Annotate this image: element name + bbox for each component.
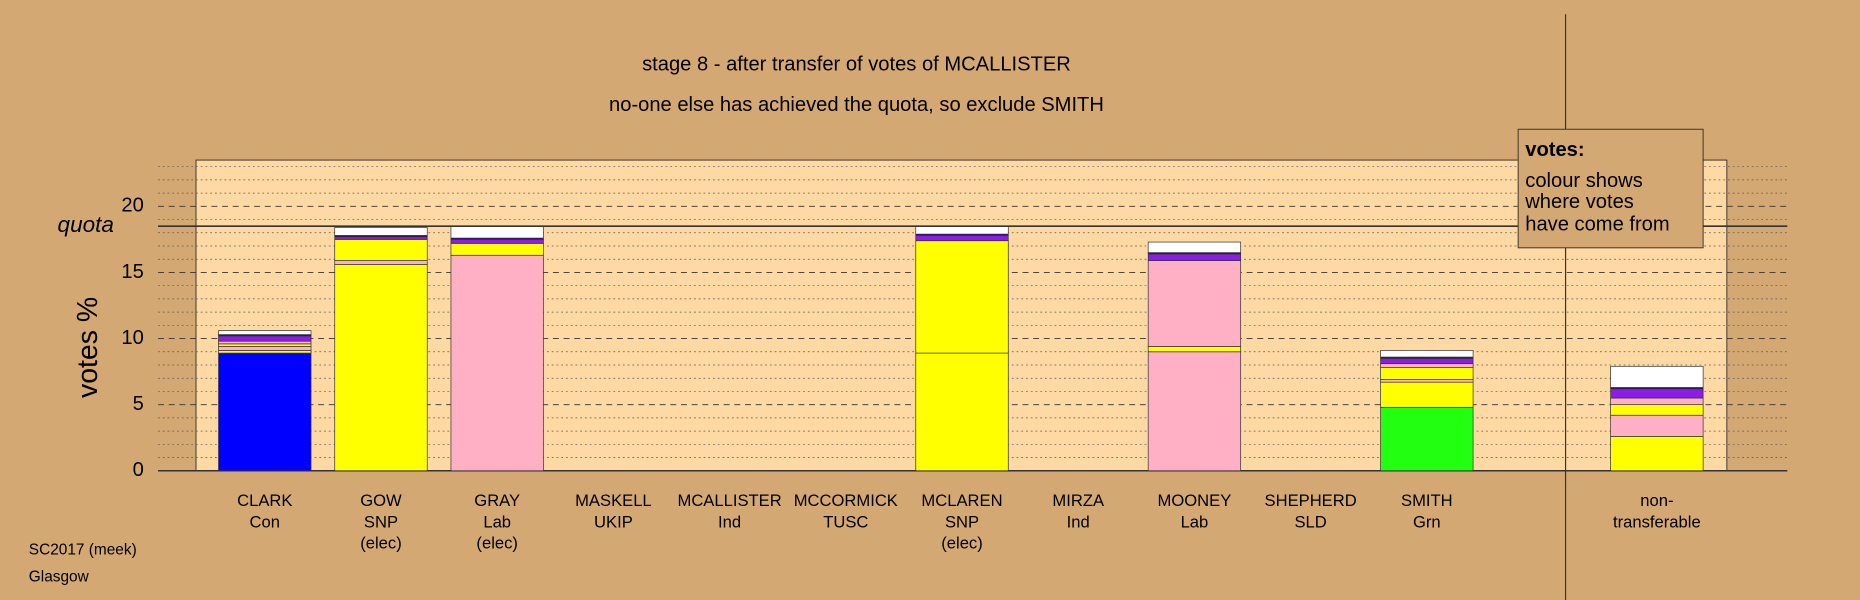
- legend-line: have come from: [1525, 214, 1669, 236]
- bar-segment: [1380, 367, 1474, 380]
- bar-segment: [1380, 358, 1474, 365]
- x-tick-label: MCCORMICK: [794, 491, 898, 510]
- bar-segment: [1147, 260, 1242, 347]
- x-tick-label: TUSC: [823, 512, 868, 531]
- x-tick-label: transferable: [1613, 512, 1701, 531]
- bar-segment: [450, 239, 544, 244]
- x-tick-label: SHEPHERD: [1265, 491, 1357, 510]
- bar-segment: [915, 225, 1009, 235]
- bar-segment: [218, 335, 312, 342]
- bar-segment: [1147, 253, 1242, 261]
- x-tick-label: SNP: [945, 512, 979, 531]
- plot: 0 5 10 15 20 CLARK Con GOW SNP (elec) GRAY Lab (elec…: [58, 166, 1788, 553]
- y-tick-label: 0: [133, 459, 144, 481]
- x-tick-label: GOW: [360, 491, 402, 510]
- bar-segment: [1610, 404, 1704, 416]
- bar-segment: [334, 239, 428, 261]
- bar-segment: [1610, 388, 1704, 399]
- bar-segment: [1610, 414, 1704, 437]
- x-tick-label: Ind: [1067, 512, 1090, 531]
- x-tick-label: Lab: [1181, 512, 1209, 531]
- bar-segment: [334, 264, 428, 472]
- bar-segment: [1147, 351, 1242, 472]
- bar-segment: [334, 260, 428, 265]
- y-tick-label: 5: [133, 393, 144, 415]
- chart-subtitle: no-one else has achieved the quota, so e…: [609, 94, 1104, 116]
- x-tick-label: UKIP: [594, 512, 633, 531]
- footer-text: SC2017 (meek): [29, 541, 137, 558]
- bar-segment: [218, 346, 312, 351]
- bar-segment: [218, 343, 312, 347]
- bar-segment: [1147, 241, 1242, 253]
- footer-text: Glasgow: [29, 569, 90, 586]
- bar-segment: [1380, 381, 1474, 408]
- bar-segment: [218, 340, 312, 345]
- bar-segment: [334, 227, 428, 236]
- bar-segment: [1380, 406, 1474, 472]
- x-tick-label: Con: [250, 512, 280, 531]
- bar-segment: [1610, 397, 1704, 406]
- x-tick-label: CLARK: [237, 491, 292, 510]
- x-tick-label: MOONEY: [1158, 491, 1232, 510]
- bar-segment: [218, 352, 312, 472]
- bar-segment: [334, 236, 428, 240]
- bar-segment: [218, 350, 312, 354]
- x-tick-label: (elec): [941, 534, 983, 553]
- bar-segment: [1610, 365, 1704, 388]
- x-tick-label: (elec): [360, 534, 402, 553]
- x-tick-label: MCLAREN: [921, 491, 1002, 510]
- x-tick-label: MIRZA: [1052, 491, 1105, 510]
- x-tick-label: non-: [1640, 491, 1673, 510]
- legend-box: [1517, 128, 1704, 249]
- bar-segment: [915, 240, 1009, 354]
- x-tick-label: SMITH: [1401, 491, 1453, 510]
- bar-segment: [915, 235, 1009, 242]
- bar-segment: [450, 254, 544, 472]
- x-tick-label: GRAY: [474, 491, 520, 510]
- x-tick-label: MCALLISTER: [678, 491, 782, 510]
- x-tick-label: (elec): [476, 534, 517, 553]
- y-tick-label: 10: [121, 327, 143, 349]
- y-axis-label: votes %: [72, 297, 104, 398]
- legend-line: colour shows: [1525, 170, 1643, 192]
- bar-segment: [450, 225, 544, 239]
- bar-segment: [1147, 346, 1242, 353]
- chart-title: stage 8 - after transfer of votes of MCA…: [642, 54, 1071, 76]
- legend-title: votes:: [1525, 139, 1584, 161]
- x-tick-label: MASKELL: [575, 491, 652, 510]
- x-tick-label: Ind: [718, 512, 741, 531]
- y-tick-label: 20: [121, 195, 143, 217]
- x-tick-label: Lab: [483, 512, 511, 531]
- bar-segment: [1380, 379, 1474, 383]
- bar-segment: [450, 243, 544, 256]
- quota-label: quota: [58, 212, 114, 237]
- bar-segment: [915, 352, 1009, 472]
- x-tick-label: Grn: [1413, 512, 1441, 531]
- bar-segment: [1380, 350, 1474, 358]
- x-tick-label: SLD: [1294, 512, 1326, 531]
- bar-segment: [218, 330, 312, 335]
- y-tick-label: 15: [121, 261, 143, 283]
- x-tick-label: SNP: [364, 512, 398, 531]
- bar-segment: [1610, 436, 1704, 472]
- legend-line: where votes: [1524, 191, 1634, 213]
- bar-segment: [1380, 363, 1474, 368]
